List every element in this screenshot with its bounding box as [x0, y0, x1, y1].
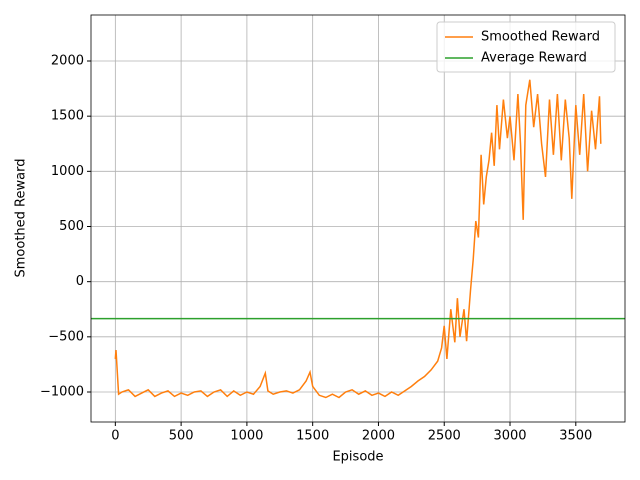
x-tick-label: 1500 [296, 429, 329, 444]
x-tick-label: 500 [169, 429, 194, 444]
y-tick-label: 1500 [51, 109, 84, 124]
x-tick-label: 0 [111, 429, 119, 444]
x-axis-label: Episode [332, 450, 383, 465]
x-tick-label: 1000 [230, 429, 263, 444]
legend-label: Smoothed Reward [481, 30, 600, 45]
x-tick-label: 3000 [493, 429, 526, 444]
y-tick-label: 2000 [51, 54, 84, 69]
legend-box [436, 21, 616, 73]
x-tick-label: 3500 [559, 429, 592, 444]
y-axis-label: Smoothed Reward [14, 159, 29, 278]
line-series [114, 79, 602, 399]
y-tick-label: 1000 [51, 164, 84, 179]
legend-label: Average Reward [481, 51, 587, 66]
y-tick-label: −1000 [40, 384, 84, 399]
y-tick-label: 500 [59, 219, 84, 234]
plot-frame [90, 14, 626, 423]
x-tick-label: 2500 [428, 429, 461, 444]
y-tick-label: −500 [48, 329, 84, 344]
y-tick-label: 0 [76, 274, 84, 289]
x-tick-label: 2000 [362, 429, 395, 444]
